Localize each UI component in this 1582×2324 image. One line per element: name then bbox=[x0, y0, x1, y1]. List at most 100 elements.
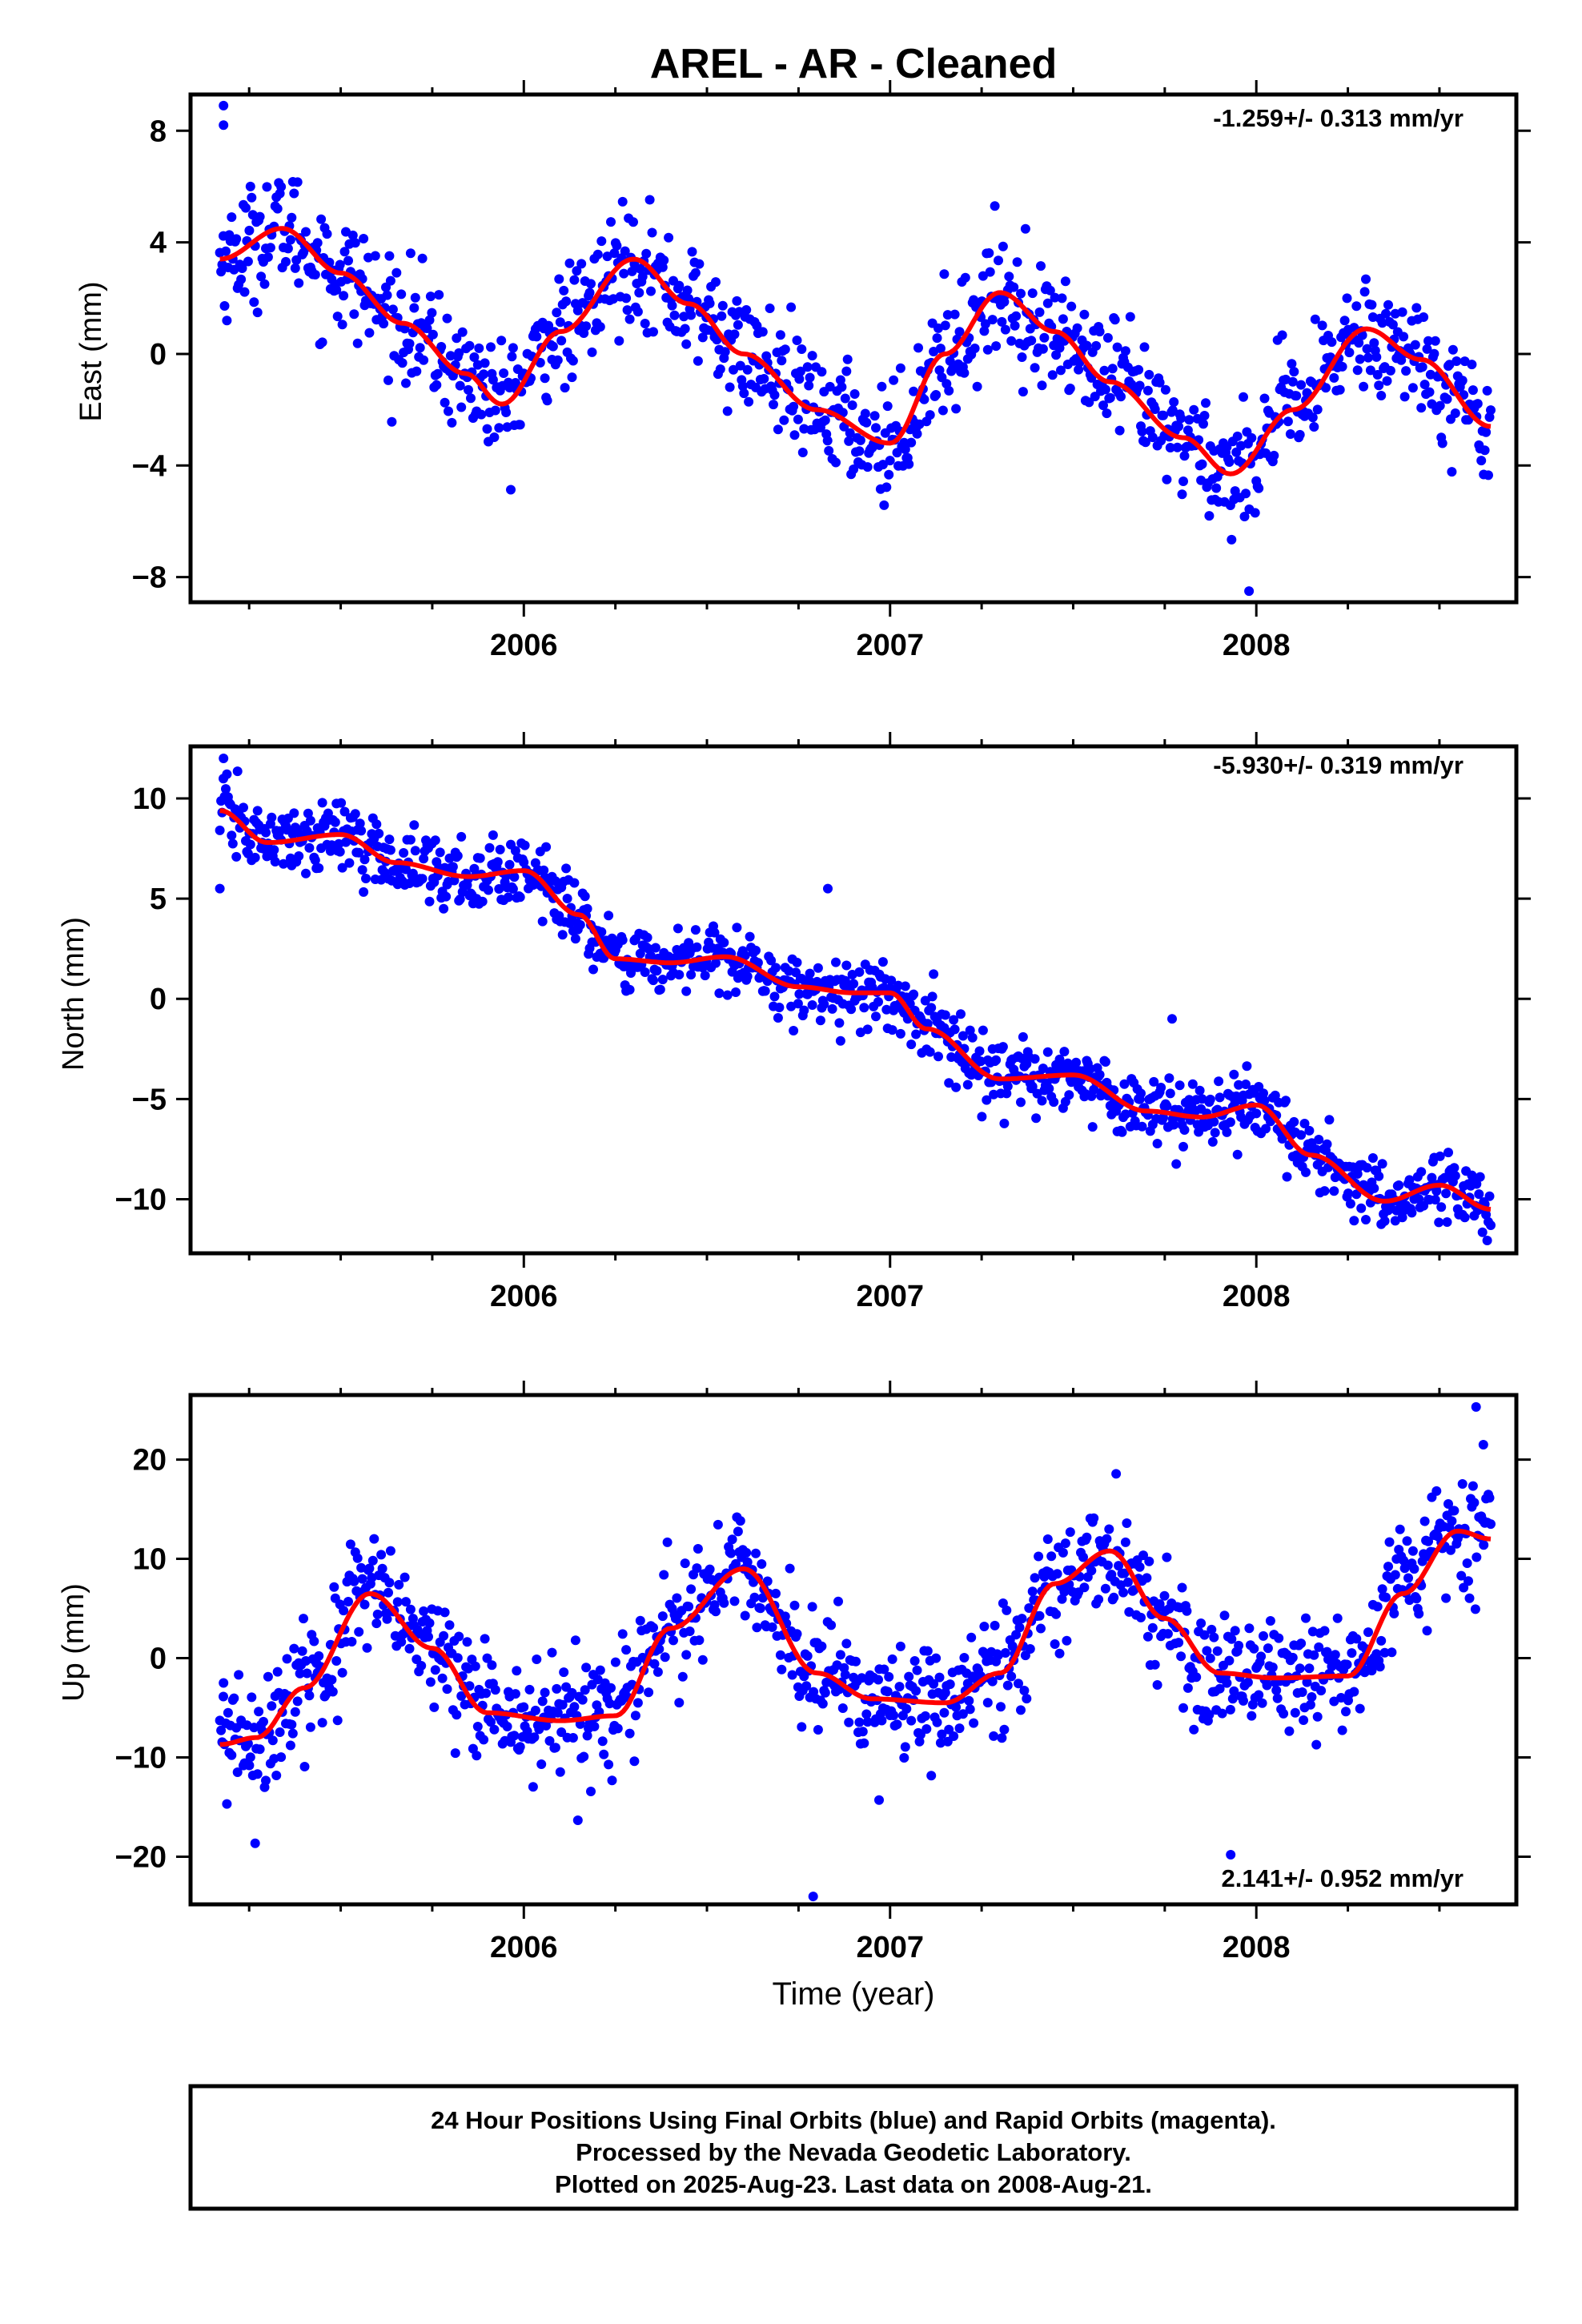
north-data-points bbox=[215, 754, 1496, 1245]
north-point bbox=[1414, 1194, 1424, 1204]
north-point bbox=[1002, 1081, 1013, 1092]
east-point bbox=[287, 212, 297, 223]
east-point bbox=[419, 355, 429, 365]
north-point bbox=[439, 903, 449, 914]
east-point bbox=[795, 366, 805, 376]
east-point bbox=[1107, 364, 1118, 374]
footer-frame bbox=[188, 2084, 1519, 2211]
up-point bbox=[1162, 1629, 1173, 1639]
up-point bbox=[922, 1646, 933, 1656]
east-point bbox=[849, 464, 859, 474]
up-point bbox=[482, 1653, 492, 1663]
east-point bbox=[794, 374, 805, 384]
east-point bbox=[657, 262, 668, 272]
east-point bbox=[496, 336, 507, 346]
up-point bbox=[1290, 1707, 1300, 1718]
up-point bbox=[1470, 1604, 1480, 1614]
north-point bbox=[789, 1026, 799, 1035]
east-point bbox=[687, 247, 697, 257]
up-point bbox=[299, 1614, 308, 1624]
east-point bbox=[385, 275, 396, 286]
up-point bbox=[339, 1606, 349, 1616]
north-point bbox=[314, 863, 324, 873]
up-point bbox=[944, 1724, 954, 1735]
north-point bbox=[1261, 1124, 1271, 1134]
east-axes: 2006 2007 2008 8 4 0 −4 −8 bbox=[132, 80, 1531, 662]
up-point bbox=[900, 1742, 910, 1752]
east-point bbox=[1150, 404, 1160, 414]
up-point bbox=[889, 1711, 899, 1720]
north-point bbox=[640, 967, 650, 977]
up-point bbox=[686, 1584, 697, 1594]
east-point bbox=[1094, 327, 1105, 337]
up-point bbox=[481, 1688, 492, 1699]
east-point bbox=[457, 327, 468, 337]
up-point bbox=[1254, 1690, 1264, 1700]
east-point bbox=[1177, 489, 1187, 500]
north-point bbox=[359, 854, 370, 865]
up-point bbox=[1225, 1704, 1235, 1715]
north-panel: North (mm) -5.930+/- 0.319 mm/yr 2006 200… bbox=[57, 732, 1531, 1313]
east-point bbox=[1361, 274, 1371, 284]
north-point bbox=[354, 847, 364, 858]
east-point bbox=[239, 287, 250, 297]
east-point bbox=[680, 324, 690, 334]
up-point bbox=[726, 1548, 737, 1558]
east-point bbox=[364, 328, 375, 338]
up-point bbox=[390, 1630, 400, 1641]
up-point bbox=[1229, 1686, 1239, 1696]
north-point bbox=[846, 1004, 857, 1015]
north-point bbox=[956, 1009, 966, 1019]
east-point bbox=[1091, 340, 1102, 351]
up-point bbox=[677, 1671, 688, 1682]
north-point bbox=[815, 1015, 825, 1026]
up-point bbox=[817, 1641, 827, 1651]
east-point bbox=[552, 355, 563, 365]
east-point bbox=[479, 369, 489, 380]
east-point bbox=[1178, 476, 1188, 486]
up-point bbox=[1372, 1602, 1383, 1612]
up-point bbox=[624, 1728, 635, 1739]
up-point bbox=[1384, 1537, 1395, 1547]
north-point bbox=[886, 975, 897, 986]
north-point bbox=[1322, 1139, 1332, 1149]
north-point bbox=[341, 837, 351, 847]
north-point bbox=[435, 847, 445, 858]
up-point bbox=[424, 1618, 435, 1628]
up-point bbox=[775, 1650, 785, 1660]
north-point bbox=[475, 853, 485, 863]
east-point bbox=[824, 445, 834, 456]
up-point bbox=[299, 1762, 310, 1771]
up-point bbox=[1014, 1622, 1025, 1633]
east-point bbox=[1139, 342, 1150, 352]
north-point bbox=[635, 948, 645, 959]
east-point bbox=[1295, 429, 1305, 440]
up-point bbox=[929, 1679, 939, 1689]
north-point bbox=[1450, 1171, 1460, 1181]
east-point bbox=[847, 400, 857, 410]
east-point bbox=[860, 408, 870, 419]
east-point bbox=[715, 364, 725, 374]
up-point bbox=[660, 1652, 670, 1663]
east-ytick-label: 0 bbox=[150, 338, 167, 372]
north-point bbox=[539, 865, 549, 875]
east-point bbox=[1037, 380, 1047, 391]
up-point bbox=[440, 1607, 450, 1618]
east-point bbox=[619, 268, 629, 279]
east-point bbox=[1291, 391, 1302, 401]
up-point bbox=[1147, 1622, 1158, 1633]
east-point bbox=[347, 230, 358, 240]
east-point bbox=[322, 229, 332, 239]
north-point bbox=[1119, 1079, 1130, 1089]
north-point bbox=[859, 1003, 869, 1013]
up-point bbox=[297, 1646, 307, 1656]
up-point bbox=[749, 1592, 760, 1602]
up-point bbox=[1046, 1551, 1057, 1562]
east-point bbox=[370, 251, 380, 261]
north-point bbox=[751, 945, 761, 955]
east-point bbox=[1199, 411, 1210, 420]
up-point bbox=[271, 1771, 282, 1780]
east-point bbox=[693, 356, 703, 366]
north-point bbox=[1427, 1172, 1437, 1183]
up-point bbox=[1441, 1593, 1452, 1603]
